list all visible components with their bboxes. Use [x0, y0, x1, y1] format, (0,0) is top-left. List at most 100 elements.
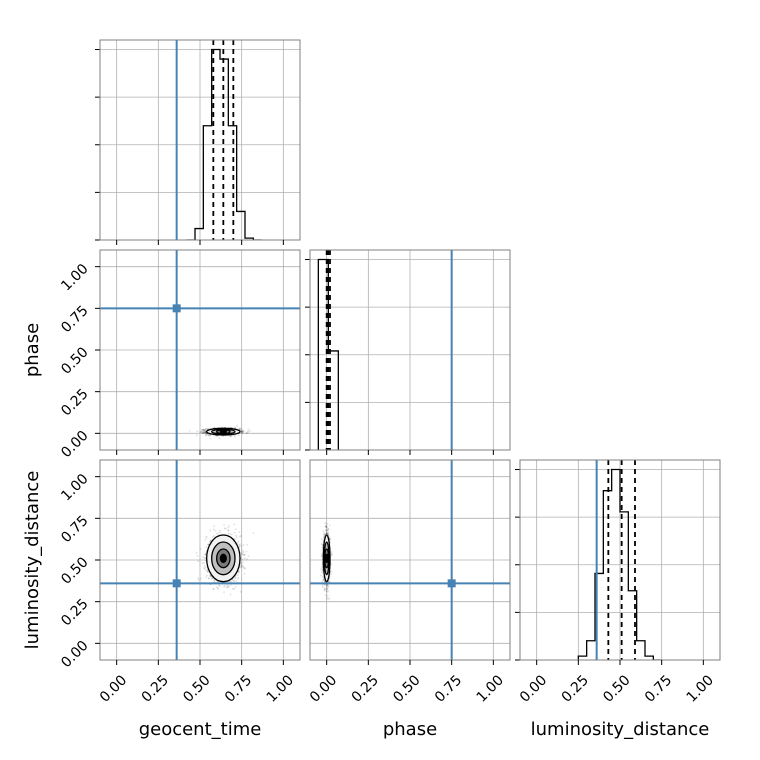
- scatter-point: [234, 538, 237, 541]
- x-tick-label: 1.00: [474, 672, 507, 705]
- scatter-point: [241, 548, 243, 551]
- scatter-point: [326, 526, 329, 529]
- scatter-point: [329, 538, 331, 541]
- scatter-point: [203, 567, 205, 569]
- scatter-point: [205, 576, 208, 579]
- scatter-point: [240, 427, 243, 430]
- scatter-point: [202, 431, 204, 433]
- scatter-point: [241, 430, 243, 433]
- scatter-point: [196, 430, 199, 433]
- scatter-point: [213, 579, 216, 582]
- scatter-point: [239, 566, 241, 569]
- scatter-point: [228, 585, 230, 587]
- scatter-point: [201, 432, 204, 435]
- scatter-point: [328, 536, 331, 539]
- scatter-point: [238, 546, 241, 548]
- scatter-point: [236, 542, 239, 544]
- scatter-point: [323, 532, 326, 535]
- scatter-point: [324, 588, 327, 591]
- scatter-point: [207, 577, 210, 580]
- scatter-point: [188, 429, 191, 432]
- scatter-point: [205, 535, 208, 538]
- scatter-point: [321, 586, 324, 588]
- scatter-point: [326, 584, 329, 587]
- scatter-point: [233, 531, 236, 534]
- scatter-point: [239, 543, 241, 546]
- x-axis-label: luminosity_distance: [531, 719, 710, 740]
- x-tick-label: 0.00: [97, 672, 130, 705]
- scatter-point: [233, 435, 236, 438]
- scatter-point: [222, 435, 225, 438]
- scatter-point: [326, 586, 329, 589]
- scatter-point: [235, 534, 238, 537]
- scatter-point: [211, 577, 214, 579]
- scatter-point: [325, 529, 328, 531]
- scatter-point: [240, 431, 243, 434]
- scatter-point: [205, 546, 208, 549]
- scatter-point: [227, 529, 230, 532]
- scatter-point: [331, 553, 334, 556]
- scatter-point: [242, 430, 245, 433]
- scatter-point: [231, 426, 234, 429]
- scatter-point: [209, 539, 212, 542]
- scatter-point: [218, 437, 221, 439]
- panel-content: [100, 460, 300, 660]
- scatter-point: [324, 529, 327, 531]
- scatter-point: [325, 590, 328, 592]
- x-tick-label: 1.00: [264, 672, 297, 705]
- scatter-point: [197, 560, 200, 563]
- scatter-point: [243, 557, 246, 560]
- scatter-point: [242, 554, 245, 556]
- scatter-point: [325, 525, 328, 528]
- scatter-point: [230, 580, 233, 583]
- scatter-point: [204, 567, 206, 570]
- scatter-point: [205, 569, 207, 572]
- scatter-point: [239, 551, 242, 554]
- scatter-point: [321, 565, 324, 568]
- scatter-point: [327, 527, 330, 530]
- x-axis-label: geocent_time: [139, 719, 262, 740]
- scatter-point: [325, 524, 328, 527]
- scatter-point: [321, 570, 324, 573]
- scatter-point: [209, 437, 212, 440]
- scatter-point: [204, 430, 207, 433]
- y-tick-label: 1.00: [58, 261, 91, 294]
- scatter-point: [204, 557, 207, 559]
- scatter-point: [326, 532, 328, 535]
- scatter-point: [324, 533, 327, 535]
- scatter-point: [323, 584, 326, 586]
- scatter-point: [322, 530, 325, 533]
- scatter-point: [207, 543, 210, 546]
- scatter-point: [325, 584, 328, 587]
- density-contour-3: [219, 429, 227, 435]
- scatter-point: [325, 594, 327, 597]
- scatter-point: [229, 533, 232, 535]
- scatter-point: [325, 531, 328, 534]
- scatter-point: [205, 434, 208, 437]
- x-tick-label: 0.50: [390, 672, 423, 705]
- y-tick-label: 0.25: [58, 386, 91, 419]
- scatter-point: [223, 523, 225, 526]
- scatter-point: [207, 434, 210, 437]
- truth-marker: [172, 579, 181, 588]
- scatter-point: [240, 431, 243, 433]
- scatter-point: [210, 577, 213, 580]
- y-axis-label: luminosity_distance: [22, 471, 43, 650]
- histogram-luminosity_distance: [577, 468, 662, 660]
- scatter-point: [322, 579, 325, 582]
- panel-luminosity_distance-hist: 0.00 0.25 0.50 0.75 1.00 luminosity_distance: [515, 459, 721, 740]
- x-tick-label: 0.25: [139, 672, 172, 705]
- scatter-point: [202, 429, 205, 431]
- scatter-point: [196, 554, 199, 557]
- scatter-point: [213, 579, 216, 582]
- scatter-point: [205, 428, 208, 430]
- scatter-point: [199, 431, 202, 434]
- scatter-point: [234, 576, 237, 579]
- scatter-point: [322, 578, 325, 581]
- scatter-point: [203, 561, 205, 564]
- scatter-point: [321, 571, 324, 574]
- scatter-point: [326, 522, 329, 525]
- scatter-point: [249, 430, 251, 432]
- scatter-point: [208, 577, 210, 580]
- scatter-point: [199, 548, 202, 550]
